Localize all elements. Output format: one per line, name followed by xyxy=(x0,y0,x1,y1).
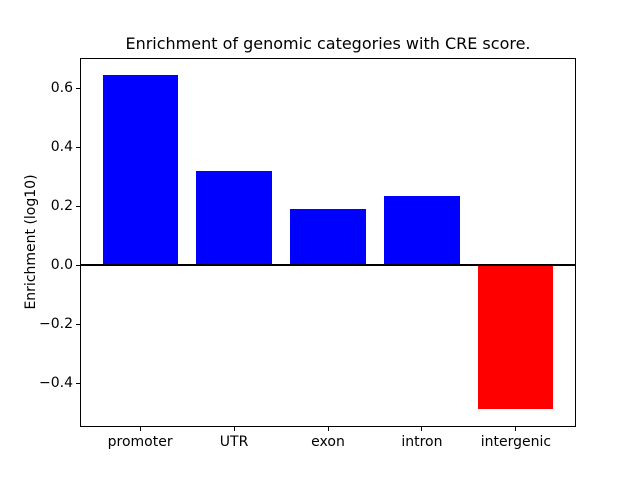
x-tick-label: UTR xyxy=(219,434,249,450)
bar-UTR xyxy=(196,170,272,266)
y-tick-label: 0.6 xyxy=(50,80,73,97)
x-tick-label: promoter xyxy=(107,434,173,450)
chart-title: Enrichment of genomic categories with CR… xyxy=(125,34,531,53)
zero-line xyxy=(80,263,576,267)
bar-intron xyxy=(384,195,460,266)
bar-exon xyxy=(290,209,366,266)
plot-area xyxy=(80,58,576,427)
y-tick-mark xyxy=(76,146,80,148)
y-axis-label: Enrichment (log10) xyxy=(23,174,39,310)
bar-promoter xyxy=(102,74,178,266)
x-tick-mark xyxy=(233,427,235,431)
y-tick-label: 0.2 xyxy=(50,198,73,215)
x-tick-mark xyxy=(139,427,141,431)
x-tick-mark xyxy=(327,427,329,431)
y-tick-mark xyxy=(76,264,80,266)
x-tick-label: intergenic xyxy=(480,434,552,450)
y-tick-mark xyxy=(76,87,80,89)
x-tick-mark xyxy=(421,427,423,431)
y-tick-label: 0.4 xyxy=(50,139,73,156)
y-tick-label: −0.2 xyxy=(39,316,73,333)
x-tick-label: exon xyxy=(311,434,345,450)
y-tick-label: −0.4 xyxy=(39,375,73,392)
x-tick-label: intron xyxy=(401,434,443,450)
x-tick-mark xyxy=(515,427,517,431)
bar-intergenic xyxy=(478,265,554,409)
y-tick-label: 0.0 xyxy=(50,257,73,274)
y-tick-mark xyxy=(76,323,80,325)
y-tick-mark xyxy=(76,382,80,384)
y-tick-mark xyxy=(76,205,80,207)
